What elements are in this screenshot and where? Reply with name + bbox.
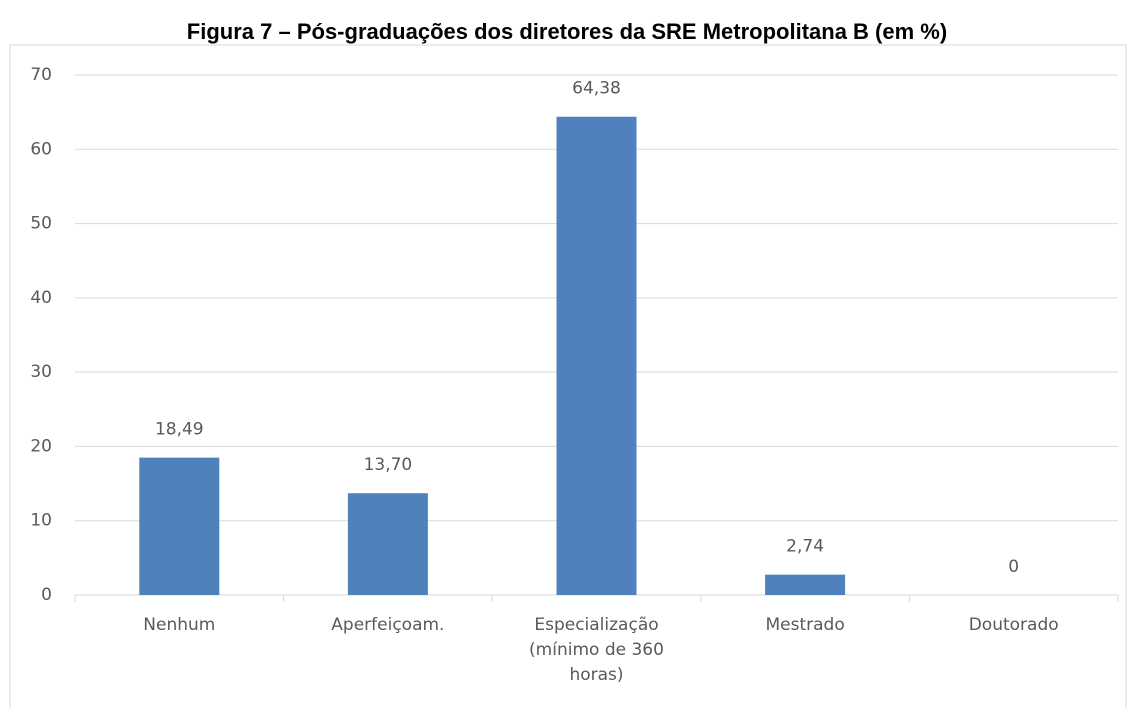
x-tick-label: Aperfeiçoam. [331, 615, 445, 635]
x-tick-label: Nenhum [143, 615, 216, 635]
bar [765, 574, 846, 595]
data-label: 13,70 [364, 455, 413, 475]
chart-title: Figura 7 – Pós-graduações dos diretores … [187, 19, 947, 44]
y-tick-label: 0 [41, 585, 52, 605]
y-tick-label: 60 [30, 139, 52, 159]
y-tick-label: 70 [30, 65, 52, 85]
bar [347, 493, 428, 595]
y-tick-label: 30 [30, 362, 52, 382]
bar [556, 116, 637, 596]
chart-border [9, 44, 1127, 709]
y-tick-label: 40 [30, 288, 52, 308]
x-tick-label: Doutorado [968, 615, 1059, 635]
y-tick-label: 20 [30, 436, 52, 456]
data-label: 2,74 [786, 537, 824, 557]
x-tick-label: Mestrado [765, 615, 845, 635]
x-tick-label: Especialização (mínimo de 360 horas) [529, 615, 664, 685]
y-tick-label: 50 [30, 214, 52, 234]
y-tick-label: 10 [30, 511, 52, 531]
data-label: 64,38 [572, 79, 621, 99]
data-label: 0 [1008, 557, 1019, 577]
data-label: 18,49 [155, 420, 204, 440]
bar [139, 457, 220, 595]
